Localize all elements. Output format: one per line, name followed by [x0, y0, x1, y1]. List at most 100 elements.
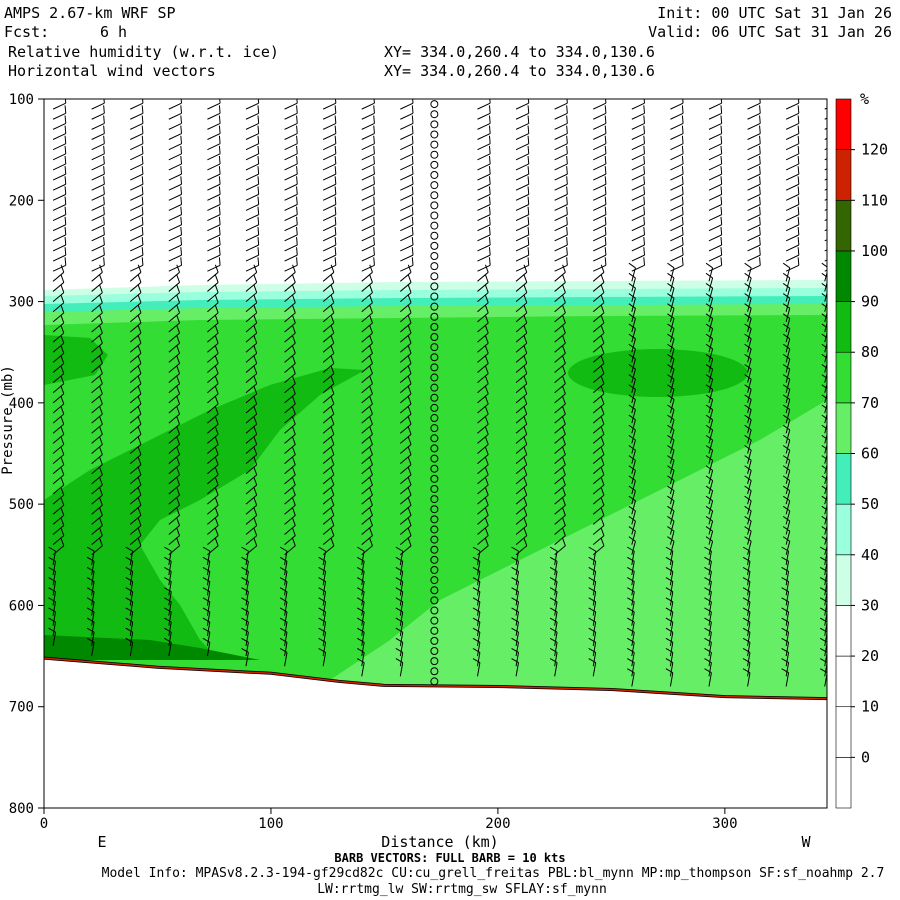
wind-barb — [631, 166, 646, 181]
calm-circle — [430, 292, 439, 301]
wind-barb — [477, 335, 489, 353]
wind-barb — [782, 323, 791, 343]
wind-barb — [245, 257, 260, 272]
wind-barb — [245, 206, 260, 221]
wind-barb — [52, 345, 65, 363]
wind-barb — [708, 247, 723, 262]
wind-barb — [515, 186, 530, 201]
calm-circle — [430, 555, 439, 564]
wind-barb — [515, 284, 528, 302]
wind-barb — [52, 446, 65, 465]
wind-barb — [245, 426, 258, 444]
wind-barb — [168, 527, 181, 546]
wind-barb — [129, 284, 142, 302]
wind-barb — [400, 206, 414, 221]
wind-barb — [245, 517, 258, 535]
colorbar-label: 0 — [861, 748, 870, 766]
wind-barb — [747, 166, 761, 181]
wind-barb — [361, 345, 373, 363]
wind-barb — [705, 434, 714, 454]
wind-barb — [631, 125, 646, 140]
wind-barb — [477, 436, 489, 454]
colorbar: 0 10 20 30 40 50 60 70 80 90 100 110 120 — [835, 98, 888, 809]
wind-barb — [708, 155, 723, 171]
wind-barb — [477, 247, 491, 262]
wind-barb — [168, 226, 183, 242]
wind-barb — [515, 226, 530, 242]
calm-circle — [430, 636, 439, 645]
wind-barb — [361, 497, 373, 515]
wind-barb — [785, 216, 800, 232]
wind-barb — [667, 293, 675, 312]
wind-barb — [168, 135, 183, 151]
wind-barb — [361, 145, 375, 161]
wind-barb — [477, 507, 489, 525]
calm-circle — [430, 454, 439, 463]
wind-barb — [400, 145, 414, 161]
wind-barb — [395, 566, 404, 586]
wind-barb — [322, 365, 335, 383]
wind-barb — [129, 416, 142, 434]
wind-barb — [322, 295, 335, 313]
wind-barb — [322, 386, 335, 404]
wind-barb — [284, 226, 298, 242]
wind-barb — [52, 105, 67, 120]
wind-barb — [322, 436, 335, 454]
wind-barb — [742, 658, 751, 677]
wind-barb — [284, 125, 298, 140]
wind-barb — [554, 527, 566, 546]
wind-barb — [781, 546, 790, 566]
wind-barb — [744, 414, 752, 434]
wind-barb — [670, 216, 684, 232]
wind-barb — [245, 507, 258, 525]
wind-barb — [704, 627, 712, 647]
wind-barb — [245, 176, 260, 191]
wind-barb — [747, 196, 761, 211]
wind-barb — [356, 597, 365, 616]
wind-barb — [395, 627, 404, 647]
wind-barbs — [48, 99, 827, 687]
wind-barb — [284, 527, 296, 546]
wind-barb — [554, 446, 566, 465]
wind-barb — [400, 155, 414, 171]
wind-barb — [361, 264, 373, 282]
wind-barb — [628, 475, 636, 495]
wind-barb — [631, 196, 646, 211]
wind-barb — [554, 507, 566, 525]
wind-barb — [168, 355, 181, 373]
wind-barb — [245, 487, 258, 505]
wind-barb — [744, 495, 752, 515]
wind-barb — [549, 597, 558, 616]
wind-barb — [400, 236, 414, 252]
wind-barb — [52, 426, 65, 444]
wind-barb — [627, 587, 635, 606]
wind-barb — [477, 355, 489, 373]
wind-barb — [168, 315, 181, 333]
wind-barb — [361, 284, 373, 302]
wind-barb — [515, 325, 528, 343]
wind-barb — [785, 196, 800, 211]
wind-barb — [593, 166, 607, 181]
wind-barb — [631, 257, 646, 272]
wind-barb — [472, 587, 481, 606]
wind-barb — [782, 353, 791, 373]
wind-barb — [129, 396, 142, 414]
wind-barb — [129, 274, 142, 292]
y-axis: 100 200 300 400 500 600 700 800 — [9, 92, 44, 817]
wind-barb — [356, 647, 365, 667]
wind-barb — [477, 105, 491, 120]
wind-barb — [207, 236, 221, 252]
wind-barb — [704, 617, 712, 636]
x-tick-label: 300 — [712, 816, 737, 832]
wind-barb — [477, 226, 491, 242]
wind-barb — [627, 577, 635, 596]
wind-barb — [361, 226, 375, 242]
wind-barb — [477, 426, 489, 444]
wind-barb — [91, 115, 105, 130]
wind-barb — [241, 566, 249, 586]
wind-barb — [588, 627, 597, 647]
wind-barb — [207, 497, 219, 515]
rh-region-right-mid — [700, 405, 827, 520]
calm-circle — [430, 505, 439, 514]
wind-barb — [284, 105, 298, 120]
